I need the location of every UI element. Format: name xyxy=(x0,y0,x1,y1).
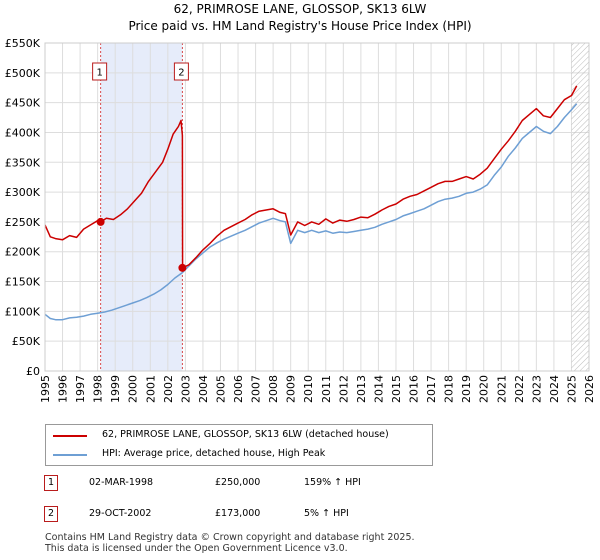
x-tick-label: 2020 xyxy=(478,375,491,403)
x-tick-label: 2021 xyxy=(495,375,508,403)
x-tick-label: 2013 xyxy=(355,375,368,403)
y-tick-label: £100K xyxy=(5,305,41,318)
legend-line-price xyxy=(53,435,87,437)
transaction-marker-badge: 2 xyxy=(44,506,58,522)
transaction-marker-badge: 1 xyxy=(44,475,58,491)
highlight-range xyxy=(100,43,183,371)
chart-title: 62, PRIMROSE LANE, GLOSSOP, SK13 6LW xyxy=(173,2,427,16)
x-tick-label: 2000 xyxy=(127,375,140,403)
x-tick-label: 2016 xyxy=(408,375,421,403)
x-tick-label: 1997 xyxy=(74,375,87,403)
x-tick-label: 2015 xyxy=(390,375,403,403)
x-tick-label: 2009 xyxy=(285,375,298,403)
x-tick-label: 1998 xyxy=(92,375,105,403)
y-tick-label: £500K xyxy=(5,67,41,80)
x-tick-label: 2011 xyxy=(320,375,333,403)
transaction-marker-label: 2 xyxy=(178,68,184,79)
price-paid-line xyxy=(45,85,578,269)
legend-label-price: 62, PRIMROSE LANE, GLOSSOP, SK13 6LW (de… xyxy=(102,429,389,440)
y-tick-label: £300K xyxy=(5,186,41,199)
transaction-hpi: 159% ↑ HPI xyxy=(304,477,361,488)
transaction-date: 29-OCT-2002 xyxy=(89,508,152,519)
x-tick-label: 2005 xyxy=(214,375,227,403)
forecast-hatch xyxy=(571,43,589,371)
transaction-marker-label: 1 xyxy=(96,68,102,79)
y-tick-label: £450K xyxy=(5,97,41,110)
footer-copyright: Contains HM Land Registry data © Crown c… xyxy=(45,532,415,543)
transaction-point xyxy=(178,263,187,272)
transaction-price: £173,000 xyxy=(215,508,261,519)
x-tick-label: 2024 xyxy=(548,375,561,403)
x-tick-label: 2010 xyxy=(302,375,315,403)
plot-frame xyxy=(44,42,590,372)
x-tick-label: 2023 xyxy=(530,375,543,403)
hpi-line xyxy=(45,103,578,321)
transaction-marker-box xyxy=(92,62,108,81)
y-tick-label: £550K xyxy=(5,37,41,50)
legend-label-hpi: HPI: Average price, detached house, High… xyxy=(102,448,326,459)
x-tick-label: 2017 xyxy=(425,375,438,403)
chart-legend: 62, PRIMROSE LANE, GLOSSOP, SK13 6LW (de… xyxy=(45,424,433,466)
x-tick-label: 2026 xyxy=(583,375,596,403)
x-tick-label: 2018 xyxy=(443,375,456,403)
x-tick-label: 2012 xyxy=(337,375,350,403)
y-tick-label: £200K xyxy=(5,246,41,259)
y-tick-label: £50K xyxy=(12,335,41,348)
chart-subtitle: Price paid vs. HM Land Registry's House … xyxy=(128,19,472,33)
x-tick-label: 1999 xyxy=(109,375,122,403)
y-tick-label: £150K xyxy=(5,276,41,289)
transaction-price: £250,000 xyxy=(215,477,261,488)
y-tick-label: £250K xyxy=(5,216,41,229)
transaction-marker-box xyxy=(173,62,189,81)
x-tick-label: 2001 xyxy=(144,375,157,403)
x-tick-label: 2008 xyxy=(267,375,280,403)
price-chart: 1 2 £0 £50K £100K £150K £200K £250K £300K £350K £… xyxy=(5,37,596,403)
transaction-point xyxy=(96,217,105,226)
x-tick-label: 2002 xyxy=(162,375,175,403)
x-tick-label: 2019 xyxy=(460,375,473,403)
x-tick-label: 1995 xyxy=(39,375,52,403)
x-tick-label: 2014 xyxy=(372,375,385,403)
footer-licence: This data is licensed under the Open Gov… xyxy=(45,543,348,554)
x-tick-label: 2006 xyxy=(232,375,245,403)
y-tick-label: £350K xyxy=(5,156,41,169)
y-tick-label: £0 xyxy=(26,365,40,378)
x-tick-label: 2004 xyxy=(197,375,210,403)
x-tick-label: 2022 xyxy=(513,375,526,403)
legend-line-hpi xyxy=(53,454,87,456)
x-tick-label: 2007 xyxy=(250,375,263,403)
x-tick-label: 2003 xyxy=(179,375,192,403)
x-tick-label: 1996 xyxy=(57,375,70,403)
x-tick-label: 2025 xyxy=(565,375,578,403)
transaction-date: 02-MAR-1998 xyxy=(89,477,154,488)
transaction-hpi: 5% ↑ HPI xyxy=(304,508,349,519)
y-tick-label: £400K xyxy=(5,126,41,139)
